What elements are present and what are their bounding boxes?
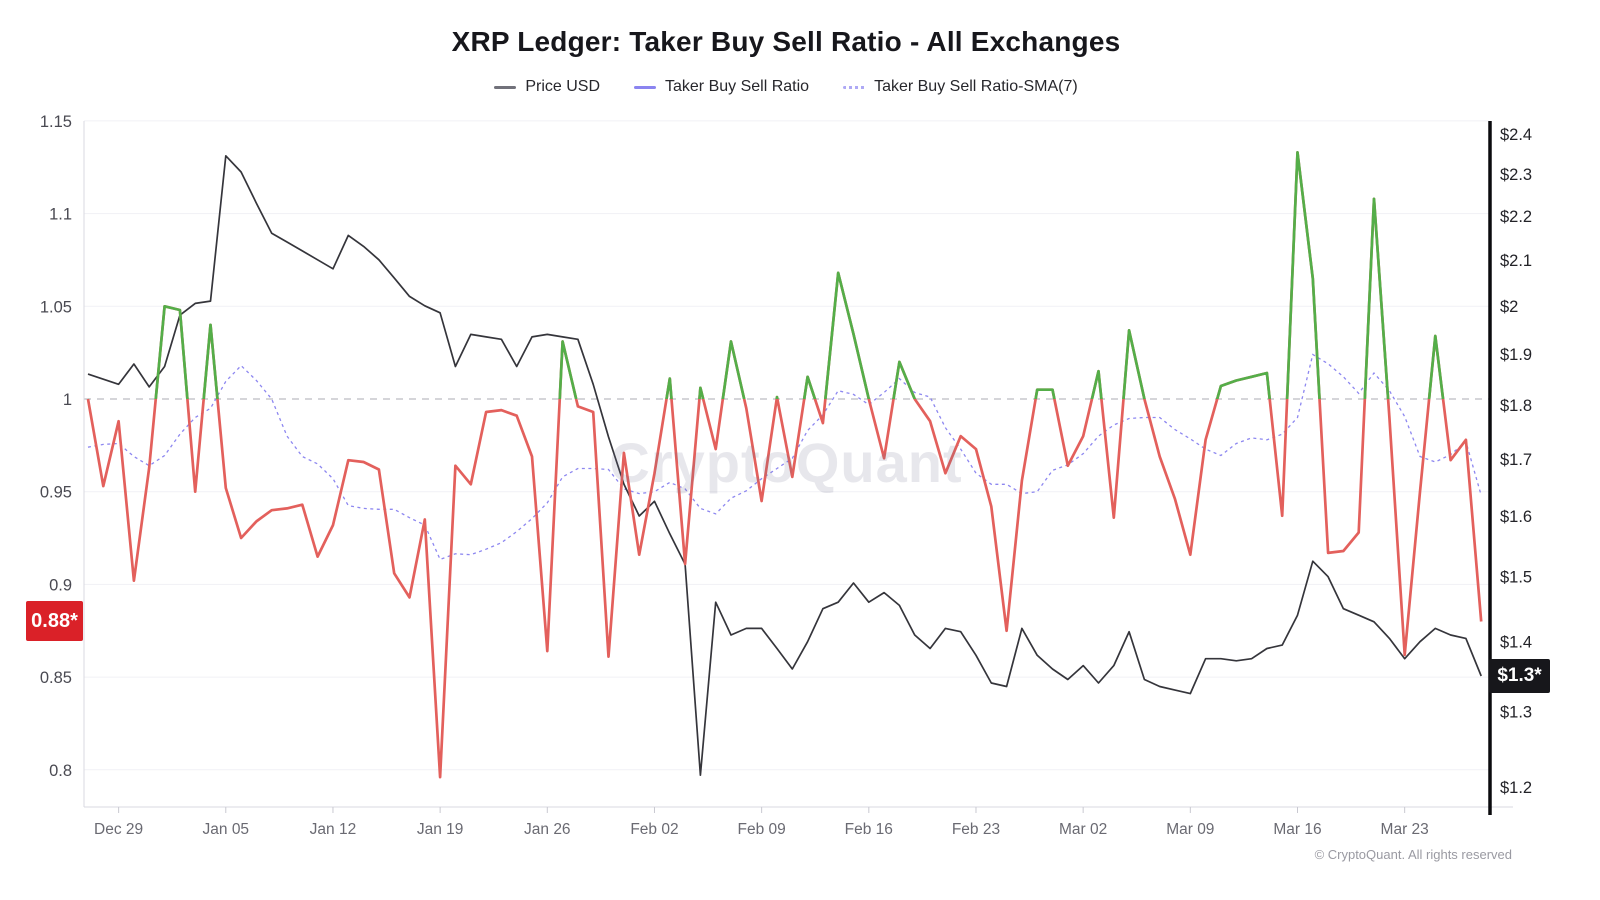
legend: Price USD Taker Buy Sell Ratio Taker Buy…: [0, 78, 1572, 96]
price-line-swatch-icon: [494, 85, 517, 89]
legend-label: Taker Buy Sell Ratio: [665, 78, 810, 95]
x-axis-tick-label: Jan 05: [203, 821, 250, 838]
last-price-value-badge: $1.3*: [1489, 658, 1550, 693]
right-axis-tick-label: $1.4: [1500, 634, 1532, 652]
ratio-line-swatch-icon: [634, 85, 656, 89]
x-axis-tick-label: Jan 19: [417, 821, 464, 838]
x-axis-tick-label: Feb 02: [630, 821, 678, 838]
x-axis-tick-label: Dec 29: [94, 821, 143, 838]
left-axis-tick-label: 1: [63, 391, 72, 409]
right-axis-tick-label: $1.5: [1500, 569, 1532, 587]
taker-ratio-line: [86, 151, 1483, 779]
left-axis-tick-label: 1.1: [49, 206, 72, 224]
last-ratio-value-badge: 0.88*: [26, 601, 83, 642]
right-axis-tick-label: $2.1: [1500, 252, 1532, 270]
right-axis-tick-label: $2: [1500, 298, 1518, 316]
right-axis-tick-label: $1.7: [1500, 451, 1532, 469]
x-axis-tick-label: Feb 09: [738, 821, 786, 838]
right-axis-tick-label: $2.4: [1500, 126, 1532, 144]
legend-item-ratio-sma7[interactable]: Taker Buy Sell Ratio-SMA(7): [843, 78, 1078, 96]
right-axis-tick-label: $1.2: [1500, 779, 1532, 797]
x-axis-tick-label: Mar 02: [1059, 821, 1107, 838]
left-axis-tick-label: 0.8: [49, 762, 72, 780]
legend-label: Price USD: [525, 78, 600, 95]
x-axis-tick-label: Mar 16: [1273, 821, 1321, 838]
price-line: [87, 154, 1482, 777]
x-axis-tick-label: Mar 09: [1166, 821, 1214, 838]
x-axis-tick-label: Feb 23: [952, 821, 1000, 838]
taker-ratio-line-above-1: [88, 151, 1445, 399]
sma-line: [87, 353, 1482, 561]
legend-item-price-usd[interactable]: Price USD: [494, 78, 600, 96]
x-axis-tick-label: Jan 26: [524, 821, 571, 838]
copyright-notice: © CryptoQuant. All rights reserved: [1314, 847, 1512, 862]
legend-label: Taker Buy Sell Ratio-SMA(7): [874, 78, 1078, 95]
sma-line-swatch-icon: [843, 85, 866, 89]
x-axis-tick-label: Feb 16: [845, 821, 893, 838]
left-axis-tick-label: 1.05: [40, 298, 72, 316]
right-axis-tick-label: $2.2: [1500, 208, 1532, 226]
right-axis-tick-label: $1.8: [1500, 397, 1532, 415]
chart-title: XRP Ledger: Taker Buy Sell Ratio - All E…: [451, 26, 1121, 57]
x-axis-tick-label: Jan 12: [310, 821, 357, 838]
left-axis-tick-label: 0.95: [40, 484, 72, 502]
right-axis-tick-label: $1.9: [1500, 346, 1532, 364]
right-axis-tick-label: $1.3: [1500, 704, 1532, 722]
right-axis-tick-label: $2.3: [1500, 166, 1532, 184]
legend-item-taker-buy-sell-ratio[interactable]: Taker Buy Sell Ratio: [634, 78, 809, 96]
right-axis-tick-label: $1.6: [1500, 508, 1532, 526]
left-axis-tick-label: 0.85: [40, 669, 72, 687]
left-axis-tick-label: 1.15: [40, 113, 72, 131]
x-axis-tick-label: Mar 23: [1381, 821, 1429, 838]
left-axis-tick-label: 0.9: [49, 576, 72, 594]
